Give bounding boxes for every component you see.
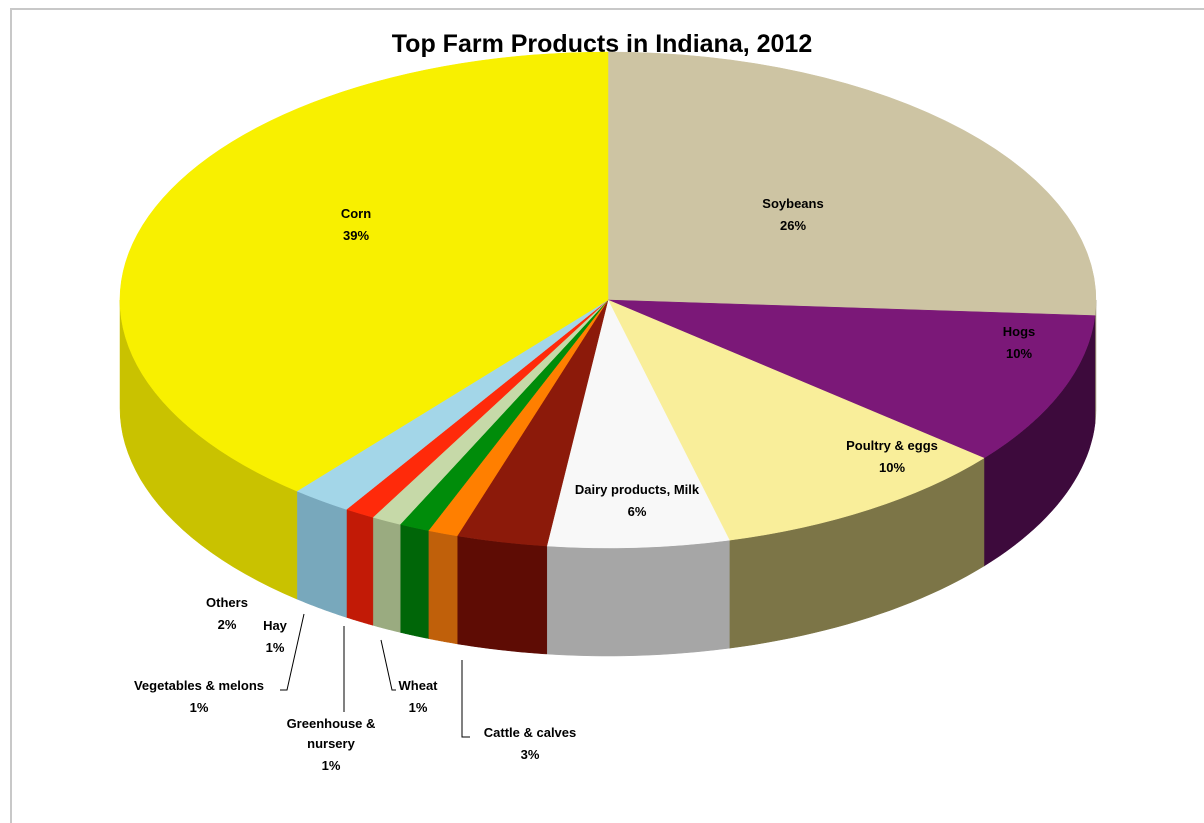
slice-pct-greenhouse-and-nursery: 1%	[322, 758, 341, 773]
leader-line-wheat	[380, 639, 396, 691]
pie-sides	[119, 299, 1097, 657]
pie-tops	[119, 51, 1097, 549]
pie-side-vegetables-and-melons	[372, 516, 401, 633]
pie-side-others	[296, 490, 347, 618]
slice-label-dairy-products-milk: Dairy products, Milk	[575, 482, 700, 497]
slice-pct-dairy-products-milk: 6%	[628, 504, 647, 519]
slice-pct-poultry-and-eggs: 10%	[879, 460, 905, 475]
pie-side-hay	[346, 509, 374, 626]
slice-pct-others: 2%	[218, 617, 237, 632]
slice-pct-corn: 39%	[343, 228, 369, 243]
pie-slice-poultry-and-eggs	[607, 299, 985, 541]
slice-label-vegetables-and-melons: Vegetables & melons	[134, 678, 264, 693]
pie-slice-dairy-products-milk	[546, 299, 730, 549]
pie-slice-hogs	[607, 299, 1096, 459]
leader-line-vegetables-and-melons	[280, 613, 305, 691]
slice-pct-vegetables-and-melons: 1%	[190, 700, 209, 715]
pie-side-cattle-and-calves	[456, 535, 548, 655]
pie-slice-corn	[119, 51, 609, 492]
leader-line-cattle-and-calves	[461, 660, 470, 738]
slice-label-greenhouse-and-nursery: nursery	[307, 736, 355, 751]
pie-side-dairy-products-milk	[546, 539, 730, 657]
slice-label-corn: Corn	[341, 206, 371, 221]
slice-label-poultry-and-eggs: Poultry & eggs	[846, 438, 938, 453]
pie-slice-soybeans	[607, 51, 1097, 316]
slice-label-others: Others	[206, 595, 248, 610]
pie-side-wheat	[428, 530, 458, 645]
slice-pct-hogs: 10%	[1006, 346, 1032, 361]
pie-side-greenhouse-and-nursery	[399, 524, 429, 639]
slice-label-soybeans: Soybeans	[762, 196, 823, 211]
slice-label-cattle-and-calves: Cattle & calves	[484, 725, 577, 740]
slice-label-wheat: Wheat	[399, 678, 439, 693]
slice-label-greenhouse-and-nursery: Greenhouse &	[287, 716, 376, 731]
slice-pct-hay: 1%	[266, 640, 285, 655]
slice-pct-cattle-and-calves: 3%	[521, 747, 540, 762]
slice-label-hay: Hay	[263, 618, 288, 633]
pie-labels: Soybeans 26% Hogs 10% Poultry & eggs 10% Dairy…	[134, 196, 1035, 773]
slice-label-hogs: Hogs	[1003, 324, 1036, 339]
chart-frame	[10, 8, 1204, 823]
slice-pct-soybeans: 26%	[780, 218, 806, 233]
slice-pct-wheat: 1%	[409, 700, 428, 715]
